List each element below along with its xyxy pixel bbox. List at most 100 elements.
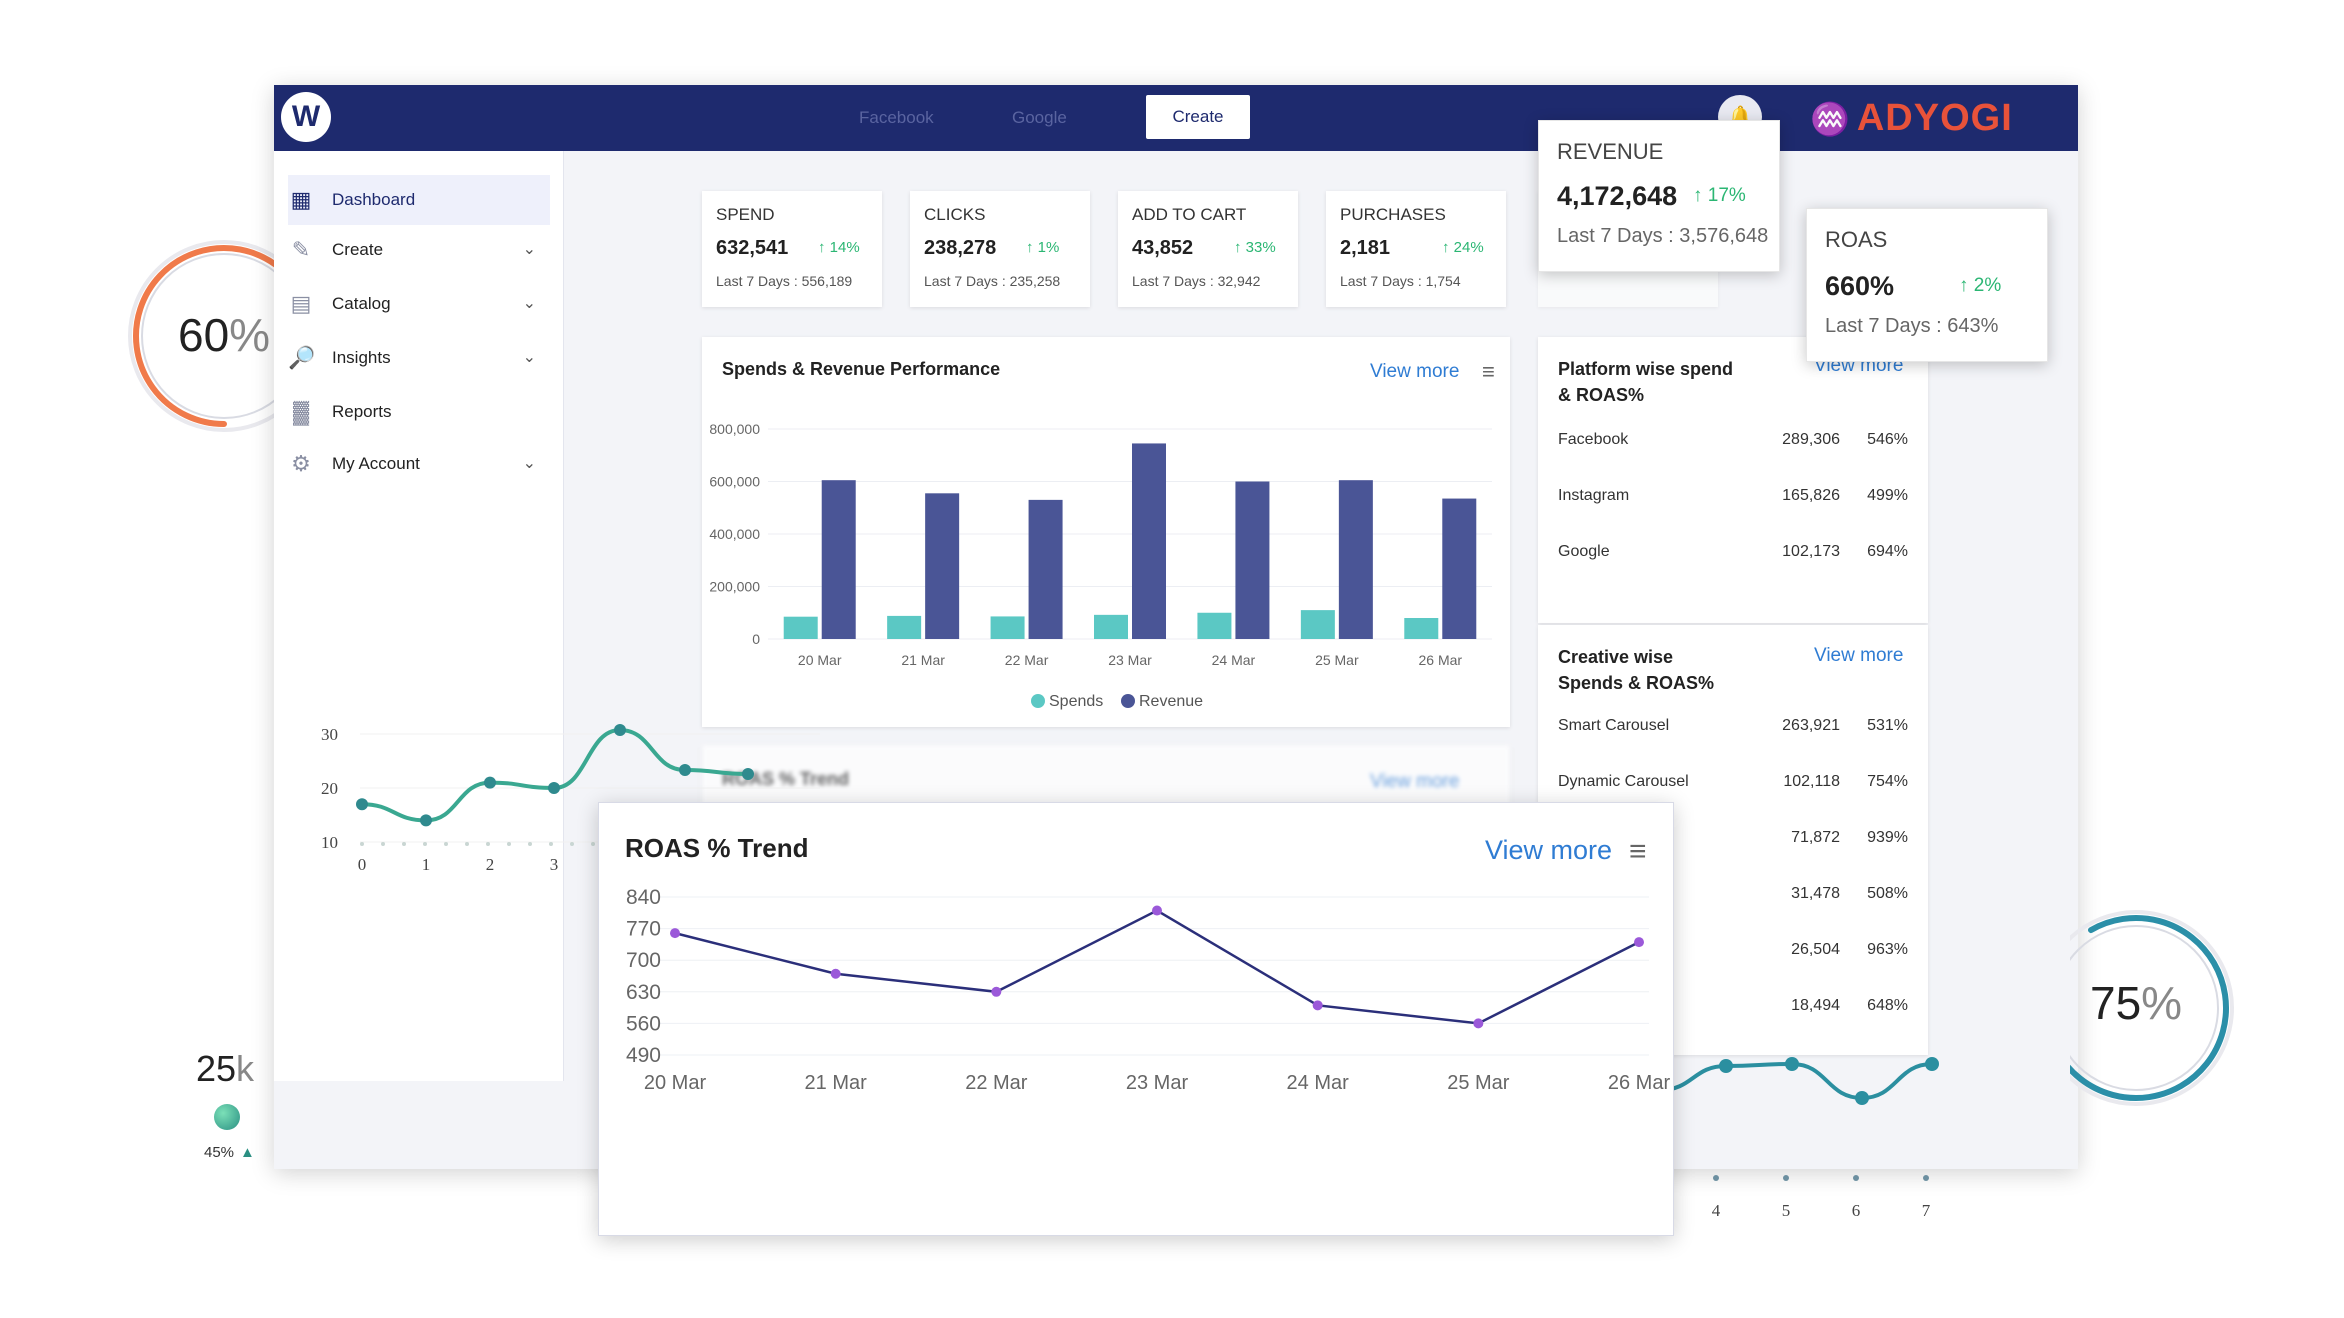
roas-change: ↑ 2% bbox=[1959, 275, 2002, 296]
kpi-subtext: Last 7 Days : 556,189 bbox=[716, 273, 853, 289]
x-tick-label: 24 Mar bbox=[1287, 1072, 1350, 1094]
chevron-down-icon: ⌄ bbox=[522, 241, 536, 258]
kpi-card-purchases[interactable]: PURCHASES 2,181 ↑ 24% Last 7 Days : 1,75… bbox=[1326, 191, 1506, 307]
kpi-card-clicks[interactable]: CLICKS 238,278 ↑ 1% Last 7 Days : 235,25… bbox=[910, 191, 1090, 307]
y-tick-label: 800,000 bbox=[709, 421, 760, 437]
creative-view-more-link[interactable]: View more bbox=[1814, 645, 1904, 666]
brand-mark-icon: ♒ bbox=[1810, 101, 1851, 137]
y-tick-label: 630 bbox=[626, 981, 661, 1004]
kpi-change: ↑ 1% bbox=[1026, 239, 1060, 256]
spends-view-more-link[interactable]: View more bbox=[1370, 361, 1460, 382]
roas-value: 660% bbox=[1825, 271, 1895, 301]
data-point bbox=[356, 798, 368, 811]
axis-dot bbox=[486, 842, 490, 846]
kpi-value: 632,541 bbox=[716, 237, 789, 259]
edit-icon: ✎ bbox=[291, 237, 311, 262]
creative-row-pct: 963% bbox=[1867, 941, 1908, 958]
data-point bbox=[484, 776, 496, 789]
creative-row-pct: 508% bbox=[1867, 885, 1908, 902]
x-tick-label: 5 bbox=[1782, 1201, 1791, 1220]
y-tick-label: 0 bbox=[752, 631, 760, 647]
y-tick-label: 200,000 bbox=[709, 579, 760, 595]
roas-trend-view-more-link[interactable]: View more bbox=[1485, 835, 1613, 865]
data-point bbox=[1925, 1057, 1939, 1071]
creative-row-pct: 754% bbox=[1867, 773, 1908, 790]
y-tick-label: 490 bbox=[626, 1044, 661, 1067]
bar-revenue bbox=[1028, 499, 1063, 639]
platform-title-line1: Platform wise spend bbox=[1558, 359, 1734, 379]
x-tick-label: 24 Mar bbox=[1212, 652, 1256, 668]
arrow-up-icon: ↑ bbox=[1026, 239, 1038, 256]
revenue-card[interactable]: REVENUE 4,172,648 ↑ 17% Last 7 Days : 3,… bbox=[1538, 120, 1780, 272]
y-tick-label: 840 bbox=[626, 886, 661, 909]
kpi-card-add-to-cart[interactable]: ADD TO CART 43,852 ↑ 33% Last 7 Days : 3… bbox=[1118, 191, 1298, 307]
sidebar-item-reports[interactable]: ▓ Reports bbox=[288, 387, 550, 437]
data-point bbox=[420, 814, 432, 827]
y-tick-label: 400,000 bbox=[709, 526, 760, 542]
kpi-title: CLICKS bbox=[924, 205, 986, 224]
sidebar-item-label: My Account bbox=[332, 454, 420, 473]
y-tick-label: 20 bbox=[321, 779, 338, 798]
creative-row-pct: 648% bbox=[1867, 997, 1908, 1014]
tab-facebook[interactable]: Facebook bbox=[859, 108, 934, 127]
spends-revenue-title: Spends & Revenue Performance bbox=[722, 359, 1001, 379]
arrow-up-icon: ↑ bbox=[1693, 185, 1708, 206]
x-tick-label: 2 bbox=[486, 855, 495, 874]
sidebar-item-insights[interactable]: 🔎 Insights ⌄ bbox=[288, 333, 550, 383]
x-tick-label: 21 Mar bbox=[901, 652, 945, 668]
roas-card[interactable]: ROAS 660% ↑ 2% Last 7 Days : 643% bbox=[1806, 208, 2048, 362]
data-point bbox=[1855, 1091, 1869, 1105]
y-tick-label: 770 bbox=[626, 918, 661, 941]
creative-row-value: 102,118 bbox=[1783, 773, 1840, 790]
axis-dot bbox=[507, 842, 511, 846]
data-point bbox=[614, 724, 626, 736]
sidebar-item-catalog[interactable]: ▤ Catalog ⌄ bbox=[288, 279, 550, 329]
gauge-75-label: 75% bbox=[2090, 977, 2183, 1029]
gauge-60-label: 60% bbox=[178, 309, 271, 361]
data-point bbox=[679, 764, 691, 776]
x-tick-label: 1 bbox=[422, 855, 431, 874]
menu-icon[interactable]: ≡ bbox=[1629, 835, 1647, 868]
kpi-title: SPEND bbox=[716, 205, 775, 224]
creative-row-value: 71,872 bbox=[1791, 829, 1840, 846]
kpi-value: 2,181 bbox=[1340, 237, 1391, 259]
revenue-change: ↑ 17% bbox=[1693, 185, 1746, 206]
bar-spends bbox=[1300, 610, 1335, 639]
mini-stat-value: 25k bbox=[196, 1048, 255, 1089]
axis-dot bbox=[528, 842, 532, 846]
platform-row-value: 289,306 bbox=[1782, 431, 1840, 448]
tab-google[interactable]: Google bbox=[1012, 108, 1067, 127]
brand-logo: ♒ ADYOGI bbox=[1810, 97, 2013, 139]
create-button[interactable]: Create bbox=[1146, 95, 1250, 139]
x-tick-label: 21 Mar bbox=[805, 1072, 868, 1094]
x-tick-label: 20 Mar bbox=[644, 1072, 707, 1094]
bar-revenue bbox=[821, 480, 856, 639]
sidebar-item-dashboard[interactable]: ▦ Dashboard bbox=[288, 175, 550, 225]
roas-trend-popup: ROAS % Trend View more ≡ 840 770 700 630 560… bbox=[598, 802, 1674, 1236]
kpi-value: 43,852 bbox=[1132, 237, 1194, 259]
sidebar-item-my-account[interactable]: ⚙ My Account ⌄ bbox=[288, 439, 550, 489]
data-point bbox=[1719, 1059, 1733, 1073]
mini-stat-change: 45% ▲ bbox=[204, 1144, 255, 1161]
kpi-title: PURCHASES bbox=[1340, 205, 1446, 224]
x-tick-label: 26 Mar bbox=[1418, 652, 1462, 668]
x-tick-label: 23 Mar bbox=[1108, 652, 1152, 668]
creative-row-value: 31,478 bbox=[1791, 885, 1840, 902]
mini-stat-dot bbox=[214, 1104, 240, 1130]
sidebar-item-label: Create bbox=[332, 240, 384, 259]
legend-label: Spends bbox=[1049, 693, 1103, 710]
workspace-avatar[interactable]: W bbox=[281, 92, 331, 142]
roas-title: ROAS bbox=[1825, 227, 1888, 252]
menu-icon[interactable]: ≡ bbox=[1482, 359, 1495, 384]
y-tick-label: 560 bbox=[626, 1012, 661, 1035]
data-point bbox=[742, 768, 754, 780]
sidebar-item-create[interactable]: ✎ Create ⌄ bbox=[288, 225, 550, 275]
data-point bbox=[830, 968, 841, 979]
kpi-subtext: Last 7 Days : 235,258 bbox=[924, 273, 1061, 289]
arrow-up-icon: ↑ bbox=[818, 239, 830, 256]
insights-icon: 🔎 bbox=[288, 345, 316, 370]
settings-icon: ⚙ bbox=[291, 451, 311, 476]
bar-spends bbox=[990, 616, 1025, 639]
kpi-card-spend[interactable]: SPEND 632,541 ↑ 14% Last 7 Days : 556,18… bbox=[702, 191, 882, 307]
x-tick-label: 4 bbox=[1712, 1201, 1721, 1220]
